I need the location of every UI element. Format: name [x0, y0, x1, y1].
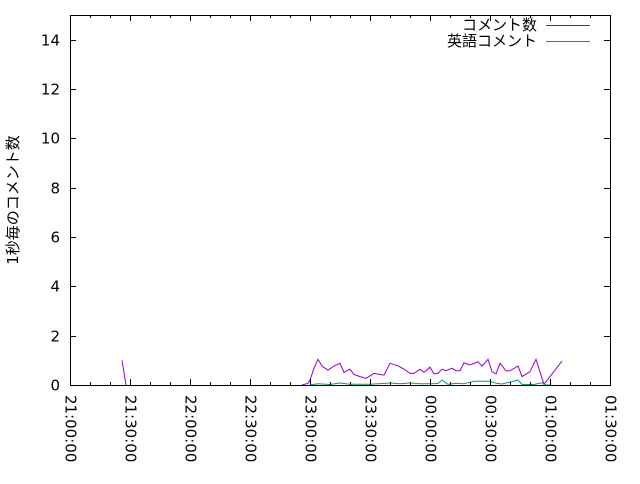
- x-tick-label: 00:30:00: [482, 395, 500, 462]
- y-tick-label: 12: [41, 81, 60, 99]
- y-tick-label: 6: [50, 229, 60, 247]
- x-tick-label: 23:00:00: [302, 395, 320, 462]
- x-tick-label: 23:30:00: [362, 395, 380, 462]
- y-tick-label: 8: [50, 180, 60, 198]
- y-tick-label: 2: [50, 328, 60, 346]
- x-tick-label: 00:00:00: [422, 395, 440, 462]
- x-tick-label: 21:00:00: [62, 395, 80, 462]
- x-tick-label: 22:00:00: [182, 395, 200, 462]
- legend-label: 英語コメント: [447, 32, 537, 50]
- y-axis-label: 1秒毎のコメント数: [4, 135, 22, 265]
- series-line-1: [122, 360, 126, 385]
- y-tick-label: 14: [41, 32, 60, 50]
- x-tick-label: 01:00:00: [542, 395, 560, 462]
- y-tick-label: 10: [41, 130, 60, 148]
- plot-border: [71, 16, 611, 386]
- x-tick-label: 01:30:00: [602, 395, 620, 462]
- y-tick-label: 4: [50, 278, 60, 296]
- y-tick-label: 0: [50, 377, 60, 395]
- series-line-1: [302, 359, 562, 385]
- x-tick-label: 21:30:00: [122, 395, 140, 462]
- series-layer: [122, 359, 562, 385]
- x-tick-label: 22:30:00: [242, 395, 260, 462]
- ticks-layer: 0 2 4 6 8 10 12 14 21:00:00 21:30:00 22:00:00 22:30…: [41, 15, 620, 462]
